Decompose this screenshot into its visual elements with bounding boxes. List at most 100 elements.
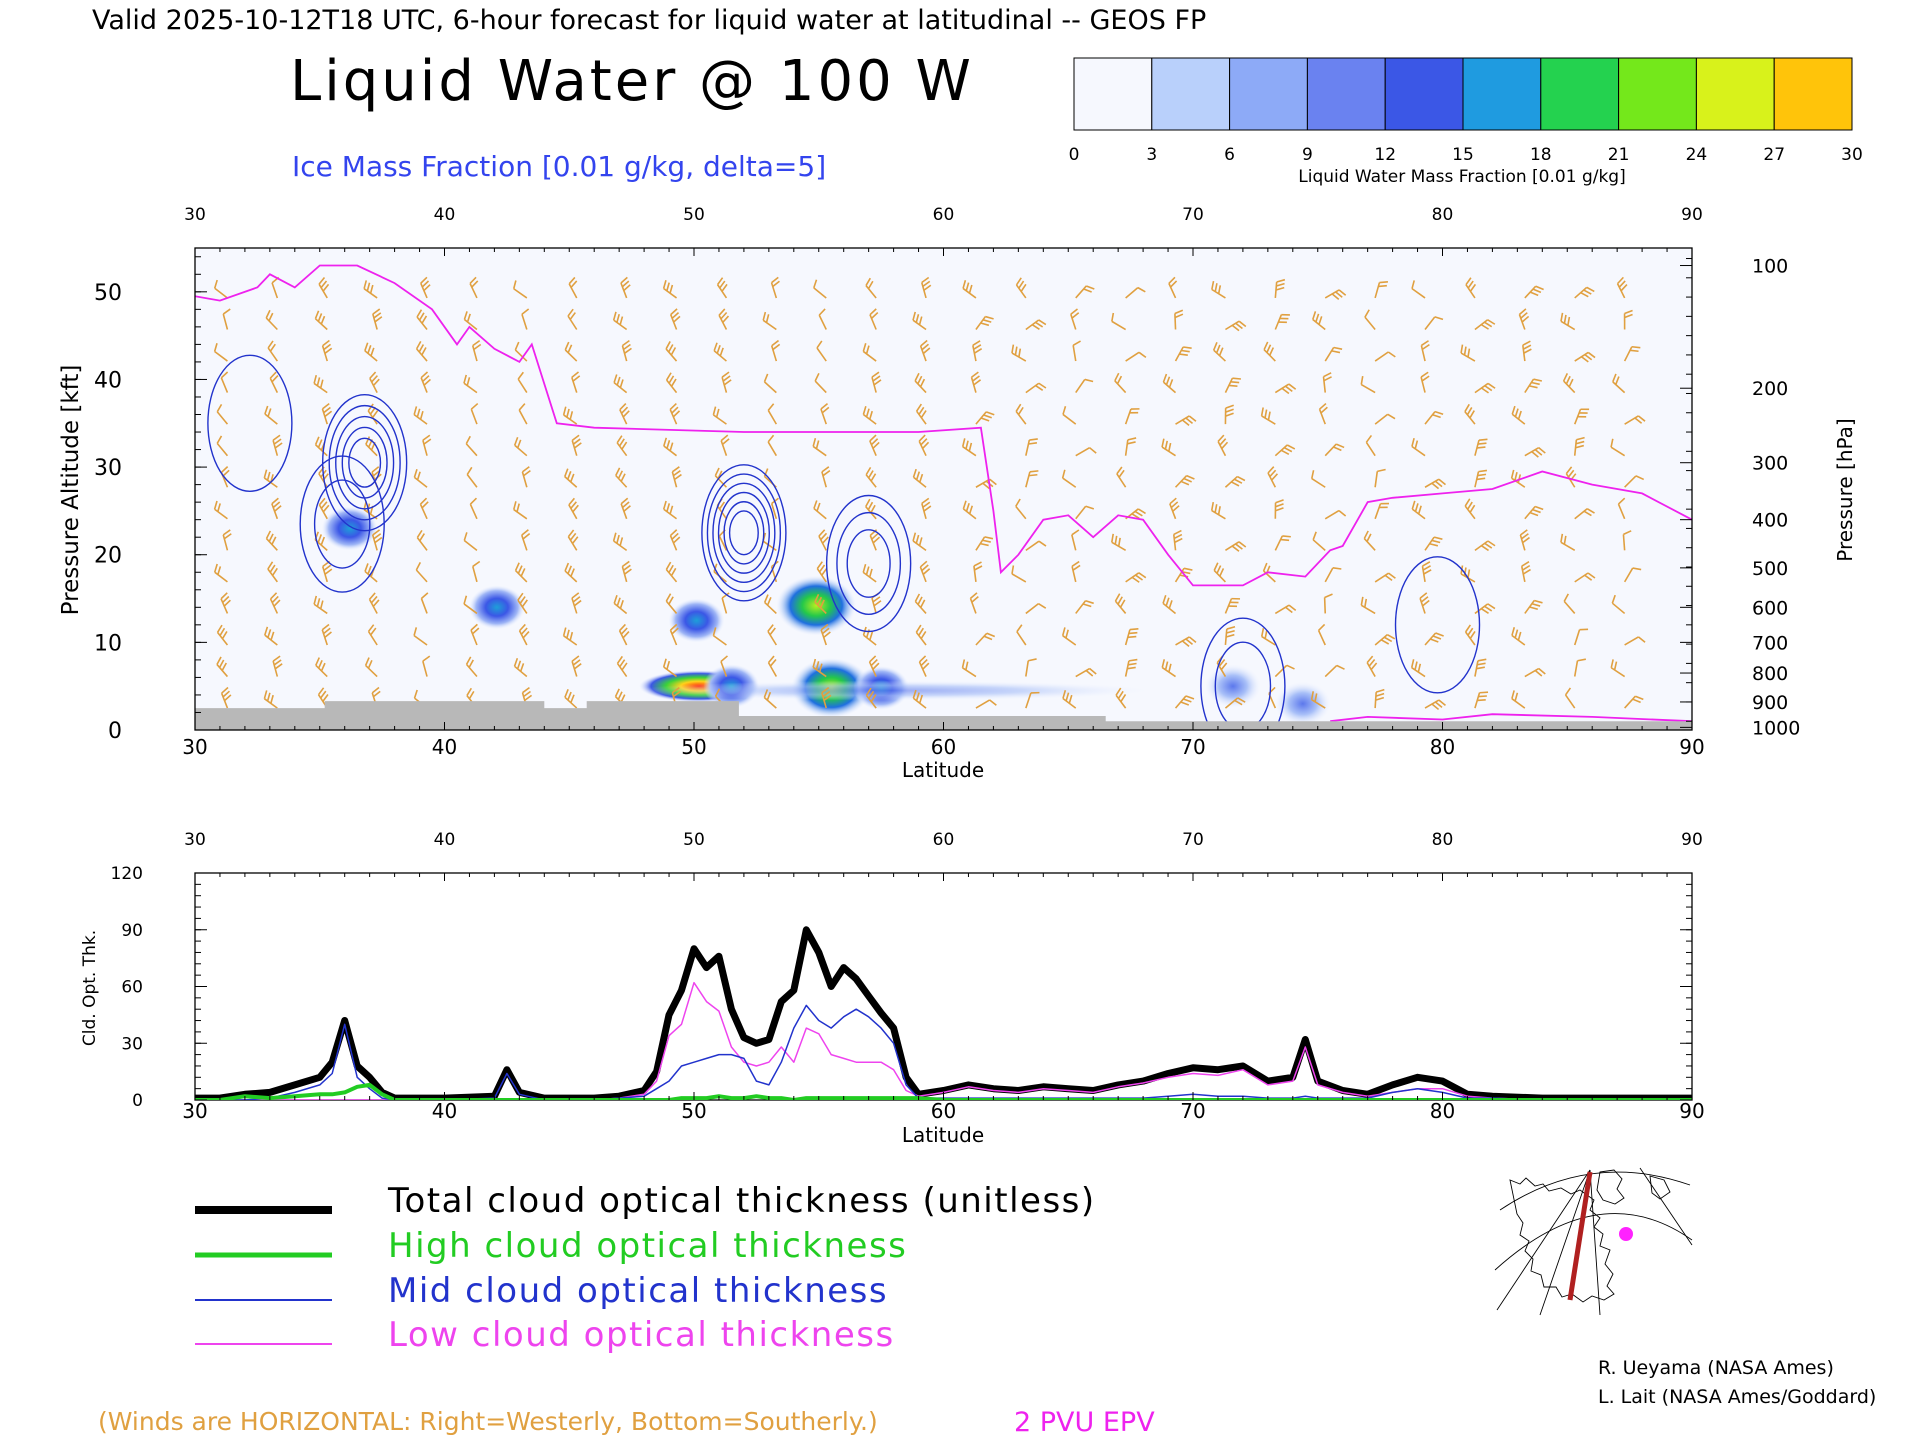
bottom-x-tick-label: 60 xyxy=(931,1099,956,1123)
wind-barb xyxy=(975,699,997,709)
wind-barb xyxy=(513,657,528,678)
bottom-y-tick-label: 0 xyxy=(132,1091,143,1111)
wind-barb xyxy=(821,686,832,709)
wind-barb-flag xyxy=(670,347,677,356)
wind-barb-flag xyxy=(923,284,932,291)
wind-barb-staff xyxy=(914,380,927,394)
pressure-tick-label: 500 xyxy=(1752,558,1788,580)
wind-barb xyxy=(1623,345,1641,362)
wind-barb xyxy=(1224,697,1246,709)
wind-barb xyxy=(1075,285,1095,299)
wind-barb xyxy=(216,435,229,457)
wind-barb-staff xyxy=(1420,345,1426,362)
wind-barb xyxy=(1424,478,1446,490)
wind-barb-staff xyxy=(220,377,229,393)
wind-barb-flag xyxy=(1419,592,1428,599)
wind-barb-staff xyxy=(871,376,877,393)
wind-barb-flag xyxy=(919,378,926,388)
wind-barb-flag xyxy=(1062,690,1067,699)
wind-barb xyxy=(264,626,278,646)
wind-barb-flag xyxy=(1577,658,1586,662)
wind-barb-flag xyxy=(521,599,528,608)
wind-barb-staff xyxy=(1075,378,1086,394)
wind-barb-flag xyxy=(1168,600,1173,609)
wind-barb-flag xyxy=(816,502,821,512)
wind-barb-flag xyxy=(624,568,632,575)
wind-barb-flag xyxy=(268,533,274,542)
wind-barb-staff xyxy=(975,478,991,488)
wind-barb-flag xyxy=(1635,695,1644,701)
wind-barb-flag xyxy=(1127,666,1136,670)
wind-barb-flag xyxy=(319,600,324,610)
wind-barb-staff xyxy=(372,313,378,330)
wind-barb-flag xyxy=(670,378,677,387)
wind-barb xyxy=(564,341,578,362)
wind-barb xyxy=(1224,597,1241,614)
wind-barb-flag xyxy=(1314,693,1318,702)
wind-barb-flag xyxy=(372,599,380,607)
wind-barb-flag xyxy=(1127,635,1137,639)
wind-barb-flag xyxy=(572,504,579,513)
wind-barb xyxy=(1211,280,1226,299)
wind-barb-flag xyxy=(1531,451,1539,458)
wind-barb-flag xyxy=(614,688,620,697)
wind-barb xyxy=(313,595,328,615)
wind-barb xyxy=(372,308,383,330)
wind-barb xyxy=(914,593,927,614)
wind-barb-flag xyxy=(865,466,872,476)
wind-barb-flag xyxy=(1531,602,1541,607)
wind-barb xyxy=(313,374,328,394)
wind-barb-flag xyxy=(822,470,831,477)
x-tick-label: 90 xyxy=(1679,735,1704,759)
wind-barb xyxy=(970,371,982,393)
wind-barb-flag xyxy=(870,473,877,482)
wind-barb-flag xyxy=(1071,529,1080,536)
wind-barb-flag xyxy=(1114,593,1121,602)
wind-barb xyxy=(512,280,528,299)
wind-barb-flag xyxy=(1534,505,1544,511)
wind-barb-flag xyxy=(1565,375,1571,385)
wind-barb-staff xyxy=(1062,635,1077,646)
wind-barb-flag xyxy=(465,656,472,665)
wind-barb-flag xyxy=(1375,696,1385,701)
wind-barb-flag xyxy=(1070,308,1078,315)
wind-barb-flag xyxy=(1410,659,1415,668)
wind-barb xyxy=(1524,667,1546,678)
wind-barb-flag xyxy=(972,340,981,347)
wind-barb-flag xyxy=(870,311,879,320)
wind-barb-staff xyxy=(1623,346,1633,362)
wind-barb-flag xyxy=(1366,655,1374,664)
wind-barb-flag xyxy=(1218,659,1226,667)
wind-barb-flag xyxy=(571,592,580,599)
wind-barb-flag xyxy=(920,438,928,446)
wind-barb xyxy=(620,276,631,299)
wind-barb-flag xyxy=(1584,353,1593,361)
wind-barb-flag xyxy=(373,312,382,319)
wind-barb-staff xyxy=(1224,697,1239,709)
colorbar-cell xyxy=(1229,57,1308,131)
wind-barb xyxy=(1025,540,1047,552)
wind-barb-staff xyxy=(1274,535,1284,551)
wind-barb-staff xyxy=(214,287,228,299)
wind-barb-staff xyxy=(871,597,877,614)
wind-barb-staff xyxy=(975,536,986,551)
wind-barb-flag xyxy=(1366,533,1372,542)
wind-barb-flag xyxy=(567,565,573,574)
wind-barb-staff xyxy=(969,598,977,614)
wind-barb-flag xyxy=(1174,537,1183,544)
wind-barb-flag xyxy=(672,690,681,698)
wind-barb-flag xyxy=(1137,508,1146,515)
wind-barb-flag xyxy=(1213,562,1219,571)
wind-barb-flag xyxy=(1225,404,1234,409)
wind-barb-flag xyxy=(220,466,229,474)
wind-barb-staff xyxy=(1424,316,1436,330)
wind-barb-flag xyxy=(514,562,520,571)
wind-barb xyxy=(321,339,333,362)
wind-barb-flag xyxy=(219,627,226,636)
wind-barb-staff xyxy=(865,474,877,488)
wind-barb-staff xyxy=(1224,598,1233,614)
wind-barb xyxy=(267,561,278,583)
wind-barb-flag xyxy=(413,689,418,699)
wind-barb-flag xyxy=(1370,662,1378,671)
wind-barb-flag xyxy=(1465,277,1472,286)
